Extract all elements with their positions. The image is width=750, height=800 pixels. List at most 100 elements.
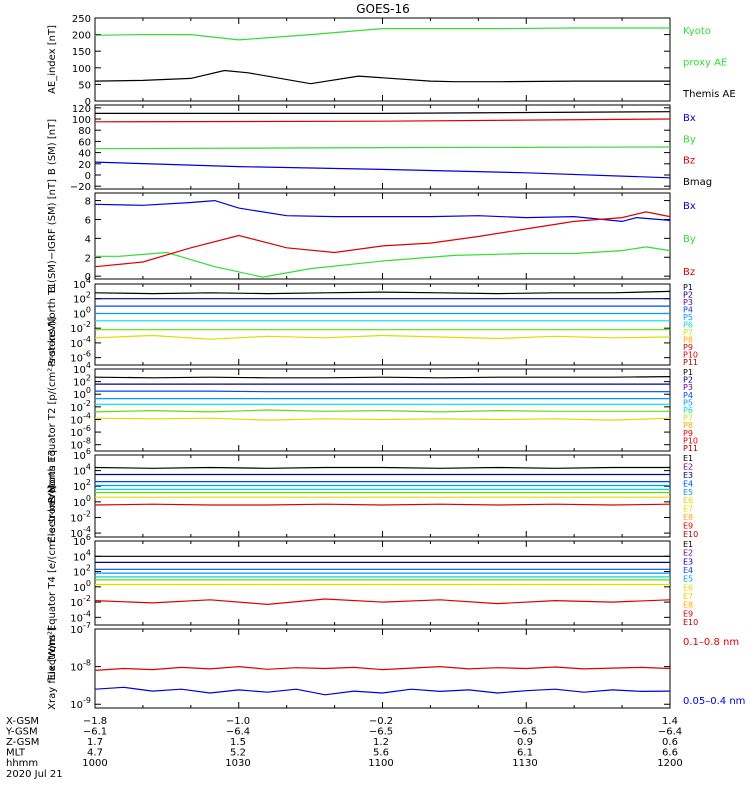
y-axis-label: B (SM)−IGRF (SM) [nT] [47,179,58,293]
y-axis-label: Protons North T1 [47,282,58,366]
series-line [94,69,670,85]
series-line [94,665,671,671]
legend-label: P9 [683,343,693,352]
legend-label: E7 [683,592,693,601]
legend-label: Bx [683,201,696,212]
axis-row-value: −1.8 [83,716,107,727]
legend-label: E8 [683,513,693,522]
legend-label: E3 [683,557,693,566]
legend-label: E5 [683,575,693,584]
y-axis-label: AE_index [nT] [47,25,58,94]
y-tick-label: 10-2 [70,594,91,609]
legend-label: E10 [683,530,698,539]
axis-row-value: 1200 [657,758,682,769]
legend-label: Bx [683,113,696,124]
y-tick-label: 8 [85,197,91,208]
y-tick-label: 104 [73,548,91,563]
axis-row-label: Y-GSM [5,727,38,738]
legend-label: Kyoto [683,26,711,37]
y-tick-label: 10-9 [70,696,91,711]
y-tick-label: 100 [73,579,91,594]
panel-frame [94,192,671,280]
legend-label: By [683,134,696,145]
axis-row-value: −1.0 [226,716,250,727]
legend-label: P9 [683,429,693,438]
axis-row-value: −0.2 [369,716,393,727]
legend-label: E5 [683,488,693,497]
legend-label: P7 [683,328,693,337]
legend-label: E2 [683,549,693,558]
series-line [94,290,671,295]
legend-label: P4 [683,391,693,400]
axis-row-value: 5.2 [230,748,246,759]
plot-title: GOES-16 [356,2,410,16]
axis-row-value: 1.7 [87,737,103,748]
y-tick-label: 100 [73,305,91,320]
legend-label: P10 [683,436,698,445]
legend-label: P6 [683,321,693,330]
axis-row-value: 1100 [368,758,393,769]
y-axis-label: Protons Equator T2 [p/(cm²-s-sr-keV)] [47,317,58,504]
panel-frame [94,17,671,102]
y-tick-label: 10-4 [70,335,91,350]
series-line [95,111,671,115]
panel-3: 8 6 4 2 0 B (SM)−IGRF (SM) [nT] Bx By Bz [47,179,696,293]
axis-row-value: 1.5 [230,737,246,748]
legend-label: P11 [683,444,698,453]
y-tick-label: 100 [73,494,91,509]
axis-row-value: −6.4 [226,727,250,738]
y-tick-label: 10-2 [70,320,91,335]
axis-row-value: 4.7 [87,748,103,759]
y-axis-label: B (SM) [nT] [47,119,58,175]
legend-label: Themis AE [682,89,736,100]
axis-row-value: 1.4 [662,716,678,727]
y-tick-label: 2 [85,253,91,264]
series-line [94,376,671,379]
y-axis-label: Xray flux [W/m²] [47,627,58,710]
legend-label: P3 [683,383,693,392]
legend-label: P1 [683,368,693,377]
legend-label: E9 [683,522,693,531]
y-tick-label: 104 [73,463,91,478]
legend-label: P7 [683,414,693,423]
legend-label: P3 [683,298,693,307]
legend-label: E1 [683,454,693,463]
y-tick-label: 102 [73,291,91,306]
axis-row-label: hhmm [6,758,38,769]
axis-row-value: −6.5 [513,727,537,738]
y-tick-label: 80 [78,126,91,137]
y-tick-label: 150 [72,47,91,58]
axis-row-value: 1000 [82,758,107,769]
axis-row-value: 5.6 [373,748,389,759]
legend-label: P4 [683,306,693,315]
y-axis-label: Electrons North T3 [47,449,58,542]
series-line [94,409,670,413]
legend-label: P6 [683,406,693,415]
series-line [94,146,671,150]
legend-label: E4 [683,479,693,488]
legend-label: P2 [683,291,693,300]
series-line [94,686,671,696]
y-tick-label: 40 [78,149,91,160]
legend-label: P5 [683,398,693,407]
axis-row-value: 6.6 [662,748,678,759]
legend-label: Bz [683,156,695,167]
legend-label: E9 [683,609,693,618]
y-tick-label: 10-2 [70,509,91,524]
y-tick-label: 200 [72,31,91,42]
legend-label: P5 [683,313,693,322]
axis-row-label: MLT [6,748,26,759]
y-tick-label: 0 [85,272,91,283]
legend-label: 0.1–0.8 nm [683,637,739,648]
y-tick-label: −20 [70,182,91,193]
series-line [94,503,671,506]
series-line [94,211,671,268]
date-label: 2020 Jul 21 [6,769,63,780]
axis-row-value: 0.6 [517,716,533,727]
series-line [94,598,671,606]
y-tick-label: 250 [72,14,91,25]
